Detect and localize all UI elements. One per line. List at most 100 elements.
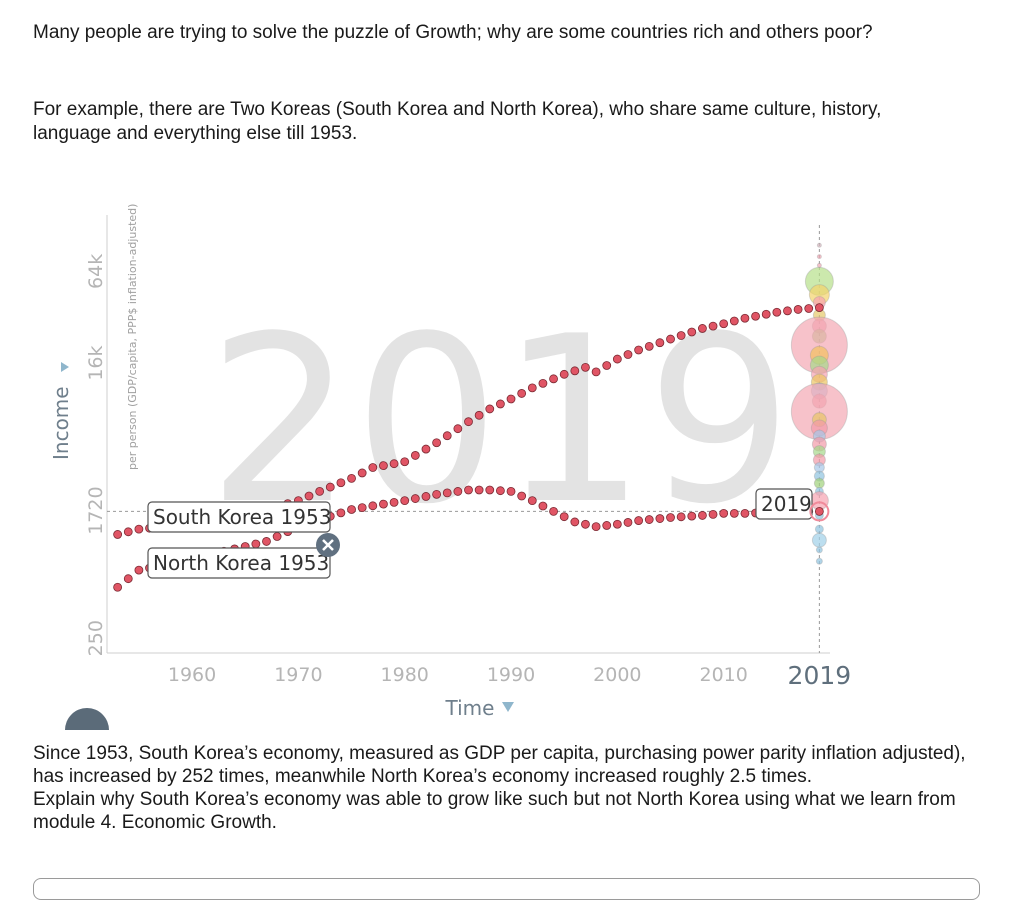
north-korea-point[interactable] bbox=[634, 516, 644, 525]
south-korea-point[interactable] bbox=[666, 334, 675, 344]
country-bubble[interactable] bbox=[809, 491, 829, 511]
north-korea-point[interactable] bbox=[676, 512, 686, 522]
south-korea-point[interactable] bbox=[783, 306, 792, 316]
south-korea-point[interactable] bbox=[517, 389, 527, 398]
north-korea-point[interactable] bbox=[251, 539, 261, 549]
north-korea-point[interactable] bbox=[814, 507, 824, 516]
north-korea-point[interactable] bbox=[357, 503, 367, 513]
south-korea-point[interactable] bbox=[527, 383, 537, 393]
south-korea-point[interactable] bbox=[570, 366, 580, 376]
south-korea-point[interactable] bbox=[687, 327, 697, 337]
south-korea-point[interactable] bbox=[644, 341, 654, 351]
answer-box[interactable] bbox=[33, 878, 980, 900]
x-axis-label[interactable]: Time bbox=[445, 696, 495, 720]
north-korea-point[interactable] bbox=[272, 532, 282, 541]
south-korea-point[interactable] bbox=[602, 361, 612, 370]
south-korea-point[interactable] bbox=[453, 424, 463, 434]
south-korea-point[interactable] bbox=[772, 307, 782, 317]
south-korea-point[interactable] bbox=[113, 530, 123, 539]
north-korea-point[interactable] bbox=[379, 499, 388, 509]
north-korea-point[interactable] bbox=[506, 487, 516, 496]
north-korea-point[interactable] bbox=[389, 497, 399, 507]
south-korea-point[interactable] bbox=[708, 321, 718, 331]
south-korea-point[interactable] bbox=[315, 487, 325, 496]
north-korea-point[interactable] bbox=[421, 492, 431, 501]
south-korea-point[interactable] bbox=[612, 354, 622, 364]
y-axis-label[interactable]: Income bbox=[49, 386, 73, 460]
south-korea-point[interactable] bbox=[761, 309, 771, 319]
north-korea-point[interactable] bbox=[347, 505, 356, 514]
country-bubble[interactable] bbox=[816, 262, 822, 268]
north-korea-point[interactable] bbox=[708, 510, 718, 519]
south-korea-point[interactable] bbox=[134, 524, 144, 534]
country-bubble[interactable] bbox=[815, 546, 823, 554]
north-korea-point[interactable] bbox=[400, 496, 410, 506]
north-korea-point[interactable] bbox=[698, 511, 707, 520]
south-korea-point[interactable] bbox=[400, 457, 410, 467]
south-korea-point[interactable] bbox=[804, 304, 814, 313]
north-korea-point[interactable] bbox=[368, 501, 378, 511]
south-korea-point[interactable] bbox=[474, 410, 484, 420]
y-axis-dropdown-icon[interactable] bbox=[61, 362, 69, 372]
north-korea-point[interactable] bbox=[581, 519, 590, 529]
country-bubble[interactable] bbox=[814, 524, 824, 534]
south-korea-point[interactable] bbox=[506, 394, 516, 404]
south-korea-point[interactable] bbox=[495, 399, 505, 409]
south-korea-point[interactable] bbox=[655, 338, 665, 348]
north-korea-point[interactable] bbox=[410, 494, 420, 503]
country-bubble[interactable] bbox=[813, 477, 825, 489]
south-korea-point[interactable] bbox=[549, 374, 558, 384]
south-korea-point[interactable] bbox=[719, 319, 729, 329]
north-korea-point[interactable] bbox=[527, 496, 537, 506]
south-korea-point[interactable] bbox=[464, 417, 473, 427]
south-korea-point[interactable] bbox=[379, 461, 388, 471]
south-korea-point[interactable] bbox=[740, 313, 750, 323]
south-korea-point[interactable] bbox=[485, 404, 495, 414]
south-korea-point[interactable] bbox=[559, 369, 569, 379]
country-bubble[interactable] bbox=[816, 242, 822, 248]
south-korea-point[interactable] bbox=[591, 367, 601, 377]
play-button[interactable] bbox=[65, 708, 109, 730]
south-korea-point[interactable] bbox=[538, 378, 548, 388]
north-korea-point[interactable] bbox=[262, 537, 271, 546]
north-korea-point[interactable] bbox=[336, 508, 346, 518]
north-korea-point[interactable] bbox=[687, 511, 697, 521]
south-korea-point[interactable] bbox=[389, 459, 399, 469]
north-korea-point[interactable] bbox=[485, 485, 495, 495]
north-korea-point[interactable] bbox=[495, 486, 505, 496]
country-bubble[interactable] bbox=[811, 532, 827, 548]
south-korea-point[interactable] bbox=[123, 527, 133, 537]
south-korea-point[interactable] bbox=[421, 444, 431, 454]
north-korea-point[interactable] bbox=[570, 517, 580, 527]
south-korea-point[interactable] bbox=[793, 305, 803, 314]
north-korea-point[interactable] bbox=[729, 508, 739, 518]
x-axis-dropdown-icon[interactable] bbox=[502, 702, 514, 712]
south-korea-point[interactable] bbox=[336, 478, 346, 488]
north-korea-point[interactable] bbox=[666, 513, 675, 522]
south-korea-point[interactable] bbox=[347, 473, 356, 483]
south-korea-point[interactable] bbox=[751, 311, 760, 321]
year-marker-label[interactable]: 2019 bbox=[755, 488, 813, 520]
north-korea-point[interactable] bbox=[442, 488, 452, 498]
south-korea-point[interactable] bbox=[410, 451, 420, 460]
south-korea-point[interactable] bbox=[814, 303, 824, 313]
north-korea-point[interactable] bbox=[453, 487, 463, 496]
north-korea-point[interactable] bbox=[432, 489, 442, 499]
south-korea-label[interactable]: South Korea 1953 bbox=[147, 501, 331, 533]
south-korea-point[interactable] bbox=[304, 491, 314, 501]
north-korea-point[interactable] bbox=[538, 501, 548, 511]
south-korea-point[interactable] bbox=[325, 482, 335, 492]
north-korea-point[interactable] bbox=[612, 519, 622, 529]
north-korea-point[interactable] bbox=[623, 518, 633, 527]
north-korea-point[interactable] bbox=[517, 491, 527, 501]
north-korea-point[interactable] bbox=[549, 507, 558, 516]
south-korea-point[interactable] bbox=[368, 463, 378, 472]
south-korea-point[interactable] bbox=[729, 316, 739, 326]
north-korea-point[interactable] bbox=[591, 522, 601, 532]
north-korea-label[interactable]: North Korea 1953 bbox=[147, 547, 331, 579]
north-korea-point[interactable] bbox=[113, 582, 123, 592]
north-korea-point[interactable] bbox=[123, 574, 133, 584]
south-korea-point[interactable] bbox=[698, 324, 707, 333]
south-korea-point[interactable] bbox=[581, 362, 590, 372]
south-korea-point[interactable] bbox=[634, 345, 644, 355]
